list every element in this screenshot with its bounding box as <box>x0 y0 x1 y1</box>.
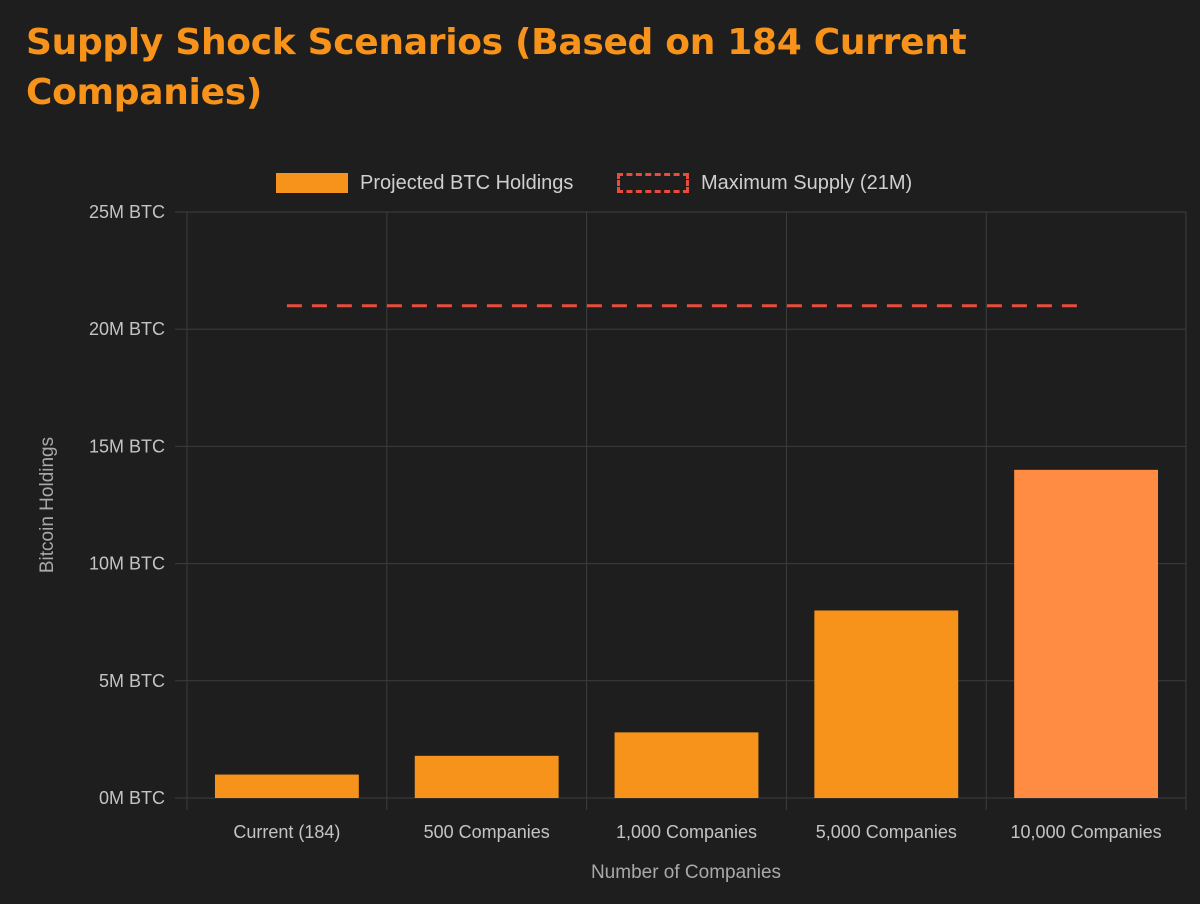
chart-title: Supply Shock Scenarios (Based on 184 Cur… <box>26 22 967 113</box>
x-tick-label: Current (184) <box>233 822 340 842</box>
legend-swatch-bar <box>276 173 348 193</box>
tick-labels-layer: 0M BTC 5M BTC 10M BTC 15M BTC 20M BTC 25M BTC… <box>89 202 1162 842</box>
legend: Projected BTC Holdings Maximum Supply (2… <box>0 170 1200 196</box>
y-tick-label: 10M BTC <box>89 554 165 574</box>
x-tick-label: 500 Companies <box>424 822 550 842</box>
y-axis-title: Bitcoin Holdings <box>37 437 58 573</box>
y-tick-label: 25M BTC <box>89 202 165 222</box>
bar <box>214 774 359 798</box>
bar <box>1014 469 1159 798</box>
bars-layer <box>214 469 1159 798</box>
legend-swatch-dashed-line <box>617 173 689 193</box>
x-tick-label: 1,000 Companies <box>616 822 757 842</box>
x-tick-label: 5,000 Companies <box>816 822 957 842</box>
bar <box>814 610 959 798</box>
y-tick-label: 20M BTC <box>89 319 165 339</box>
y-tick-label: 0M BTC <box>99 788 165 808</box>
legend-label-max-supply: Maximum Supply (21M) <box>701 171 913 194</box>
y-tick-label: 5M BTC <box>99 671 165 691</box>
x-tick-label: 10,000 Companies <box>1011 822 1162 842</box>
legend-label-projected: Projected BTC Holdings <box>360 171 574 194</box>
legend-item-max-supply[interactable]: Maximum Supply (21M) <box>617 170 912 196</box>
y-tick-label: 15M BTC <box>89 436 165 456</box>
bar <box>614 732 759 798</box>
bar <box>414 755 559 798</box>
legend-item-projected[interactable]: Projected BTC Holdings <box>276 170 573 196</box>
x-axis-title: Number of Companies <box>591 862 781 883</box>
